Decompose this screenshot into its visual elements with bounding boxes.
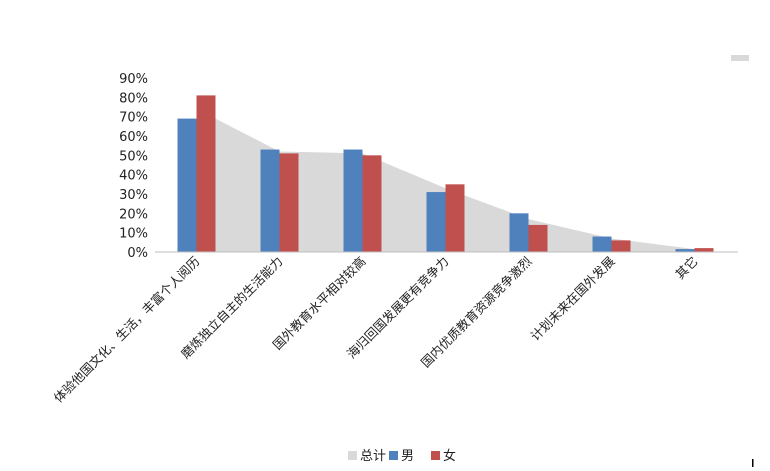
category-label: 体验他国文化、生活，丰富个人阅历 [51,254,203,406]
bar-male [675,249,695,252]
bar-male [260,149,280,252]
bar-female [279,153,299,252]
category-label: 计划未来在国外发展 [527,254,617,344]
bar-female [528,224,548,252]
legend-label: 女 [443,448,456,464]
bar-male [177,118,197,252]
y-tick-label: 70% [119,111,148,126]
y-tick-label: 60% [119,130,148,145]
legend-label: 男 [401,449,414,464]
legend-swatch [431,451,440,460]
legend-swatch [348,451,357,460]
y-tick-label: 80% [119,91,148,106]
y-tick-label: 20% [119,207,148,222]
legend-label: 总计 [360,449,386,464]
bar-female [362,155,382,252]
y-tick-label: 0% [127,246,148,261]
y-tick-label: 90% [119,72,148,87]
corner-mark [731,55,749,61]
legend-swatch [389,451,398,460]
bar-male [343,149,363,252]
corner-tick [752,459,754,467]
y-tick-label: 30% [119,188,148,203]
y-tick-label: 50% [119,149,148,164]
total-area [196,108,695,252]
bar-male [592,236,612,252]
bar-male [426,192,446,252]
bar-male [509,213,529,252]
bar-female [611,240,631,252]
bar-female [445,184,465,252]
bar-female [694,248,714,252]
category-label: 国外教育水平相对较高 [270,254,369,353]
category-label: 其它 [672,254,700,282]
y-tick-label: 40% [119,169,148,184]
y-tick-label: 10% [119,227,148,242]
bar-female [196,95,216,253]
